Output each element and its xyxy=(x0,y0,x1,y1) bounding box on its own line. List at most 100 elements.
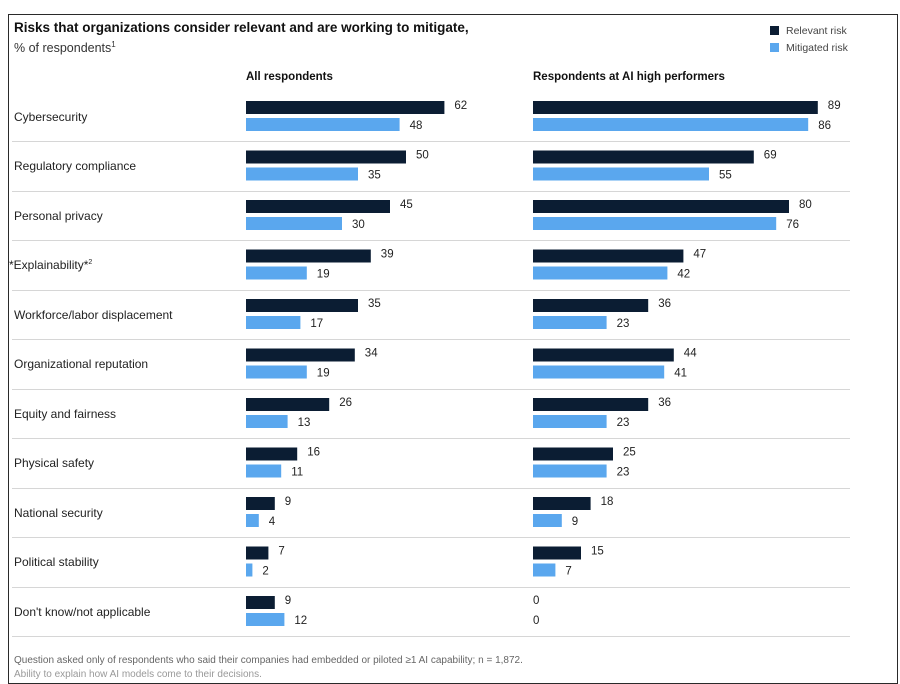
value-label-all-relevant-don-t-know-not-applicable: 9 xyxy=(285,595,291,607)
value-label-high-mitigated-regulatory-compliance: 55 xyxy=(719,170,732,182)
bar-all-mitigated-cybersecurity xyxy=(246,118,400,131)
bar-high-relevant-national-security xyxy=(533,497,591,510)
bar-all-mitigated-workforce-labor-displacement xyxy=(246,316,301,329)
value-label-high-relevant-national-security: 18 xyxy=(601,496,614,508)
bar-all-mitigated-national-security xyxy=(246,514,259,527)
value-label-all-mitigated-organizational-reputation: 19 xyxy=(317,368,330,380)
value-label-all-mitigated-cybersecurity: 48 xyxy=(410,120,423,132)
bar-high-mitigated-cybersecurity xyxy=(533,118,809,131)
bar-all-relevant-political-stability xyxy=(246,546,269,560)
bar-high-mitigated-equity-and-fairness xyxy=(533,415,607,428)
bar-all-mitigated-physical-safety xyxy=(246,464,282,478)
value-label-high-mitigated-don-t-know-not-applicable: 0 xyxy=(533,615,539,627)
bar-all-mitigated-don-t-know-not-applicable xyxy=(246,613,285,626)
bar-all-relevant-don-t-know-not-applicable xyxy=(246,596,275,609)
value-label-high-relevant-cybersecurity: 89 xyxy=(828,100,841,112)
bar-all-mitigated-regulatory-compliance xyxy=(246,167,358,181)
value-label-all-mitigated-regulatory-compliance: 35 xyxy=(368,170,381,182)
bar-high-relevant-workforce-labor-displacement xyxy=(533,299,649,312)
value-label-all-mitigated-equity-and-fairness: 13 xyxy=(298,417,311,429)
legend-label-relevant: Relevant risk xyxy=(786,24,847,37)
bar-high-relevant-personal-privacy xyxy=(533,200,789,213)
value-label-all-relevant-regulatory-compliance: 50 xyxy=(416,150,429,162)
chart-title: Risks that organizations consider releva… xyxy=(14,20,469,35)
bar-all-mitigated-organizational-reputation xyxy=(246,365,307,379)
value-label-all-mitigated-workforce-labor-displacement: 17 xyxy=(310,318,323,330)
row-divider xyxy=(12,487,850,489)
value-label-high-relevant-don-t-know-not-applicable: 0 xyxy=(533,595,539,607)
category-label-cybersecurity: Cybersecurity xyxy=(14,109,88,124)
legend-swatch-relevant xyxy=(770,26,779,35)
value-label-all-relevant-organizational-reputation: 34 xyxy=(365,348,378,360)
value-label-high-relevant-personal-privacy: 80 xyxy=(799,199,812,211)
bar-high-mitigated-explainability xyxy=(533,266,668,280)
row-divider xyxy=(12,190,850,192)
panel-title-all: All respondents xyxy=(246,71,333,83)
category-label-organizational-reputation: Organizational reputation xyxy=(14,357,149,371)
value-label-high-mitigated-political-stability: 7 xyxy=(565,566,571,578)
category-label-regulatory-compliance: Regulatory compliance xyxy=(14,159,137,173)
value-label-high-relevant-organizational-reputation: 44 xyxy=(684,348,697,360)
bar-all-mitigated-equity-and-fairness xyxy=(246,415,288,428)
bar-all-mitigated-personal-privacy xyxy=(246,217,342,230)
row-divider xyxy=(12,537,850,538)
bar-high-relevant-political-stability xyxy=(533,546,581,560)
footnote-1: Question asked only of respondents who s… xyxy=(14,655,523,666)
legend-item-relevant: Relevant risk xyxy=(770,22,848,39)
bar-high-mitigated-workforce-labor-displacement xyxy=(533,316,607,329)
bar-high-mitigated-regulatory-compliance xyxy=(533,167,709,181)
value-label-high-mitigated-equity-and-fairness: 23 xyxy=(617,417,630,429)
bar-all-relevant-cybersecurity xyxy=(246,101,445,114)
bar-high-relevant-organizational-reputation xyxy=(533,348,674,362)
subtitle-footnote-mark: 1 xyxy=(111,40,116,49)
category-label-physical-safety: Physical safety xyxy=(14,456,95,470)
legend-item-mitigated: Mitigated risk xyxy=(770,39,848,56)
value-label-all-mitigated-explainability: 19 xyxy=(317,269,330,281)
row-divider xyxy=(12,141,850,142)
value-label-high-mitigated-explainability: 42 xyxy=(677,269,690,281)
bar-high-mitigated-national-security xyxy=(533,514,562,527)
row-divider xyxy=(12,586,850,588)
bar-all-mitigated-political-stability xyxy=(246,563,253,577)
row-divider xyxy=(12,289,850,291)
bar-high-relevant-equity-and-fairness xyxy=(533,398,649,411)
value-label-all-relevant-personal-privacy: 45 xyxy=(400,199,413,211)
value-label-high-relevant-physical-safety: 25 xyxy=(623,447,636,459)
panel-title-high-performers: Respondents at AI high performers xyxy=(533,71,725,83)
bar-all-relevant-national-security xyxy=(246,497,275,510)
category-label-national-security: National security xyxy=(14,505,103,520)
bar-high-mitigated-physical-safety xyxy=(533,464,607,478)
bar-all-relevant-physical-safety xyxy=(246,447,298,461)
bar-all-relevant-regulatory-compliance xyxy=(246,150,406,164)
bar-all-mitigated-explainability xyxy=(246,266,307,280)
value-label-high-mitigated-national-security: 9 xyxy=(572,516,578,528)
value-label-high-mitigated-cybersecurity: 86 xyxy=(818,120,831,132)
value-label-all-relevant-workforce-labor-displacement: 35 xyxy=(368,298,381,310)
value-label-all-relevant-equity-and-fairness: 26 xyxy=(339,397,352,409)
category-label-don-t-know-not-applicable: Don't know/not applicable xyxy=(14,604,151,619)
value-label-high-relevant-explainability: 47 xyxy=(693,249,706,261)
value-label-high-mitigated-personal-privacy: 76 xyxy=(786,219,799,231)
value-label-all-mitigated-don-t-know-not-applicable: 12 xyxy=(294,615,307,627)
bar-high-relevant-cybersecurity xyxy=(533,101,818,114)
value-label-high-mitigated-workforce-labor-displacement: 23 xyxy=(617,318,630,330)
value-label-high-relevant-workforce-labor-displacement: 36 xyxy=(658,298,671,310)
bar-high-relevant-physical-safety xyxy=(533,447,613,461)
row-divider xyxy=(12,438,850,439)
bar-all-relevant-workforce-labor-displacement xyxy=(246,299,358,312)
bar-high-mitigated-organizational-reputation xyxy=(533,365,665,379)
value-label-high-relevant-regulatory-compliance: 69 xyxy=(764,150,777,162)
legend-label-mitigated: Mitigated risk xyxy=(786,41,848,54)
value-label-all-relevant-cybersecurity: 62 xyxy=(454,100,467,112)
bar-high-relevant-explainability xyxy=(533,249,684,263)
value-label-high-relevant-equity-and-fairness: 36 xyxy=(658,397,671,409)
legend: Relevant risk Mitigated risk xyxy=(770,22,848,56)
category-label-political-stability: Political stability xyxy=(14,555,99,569)
row-divider xyxy=(12,339,850,340)
value-label-all-mitigated-national-security: 4 xyxy=(269,516,276,528)
value-label-all-relevant-physical-safety: 16 xyxy=(307,447,320,459)
value-label-all-mitigated-physical-safety: 11 xyxy=(291,467,303,479)
bar-high-mitigated-political-stability xyxy=(533,563,556,577)
value-label-high-mitigated-organizational-reputation: 41 xyxy=(674,368,687,380)
